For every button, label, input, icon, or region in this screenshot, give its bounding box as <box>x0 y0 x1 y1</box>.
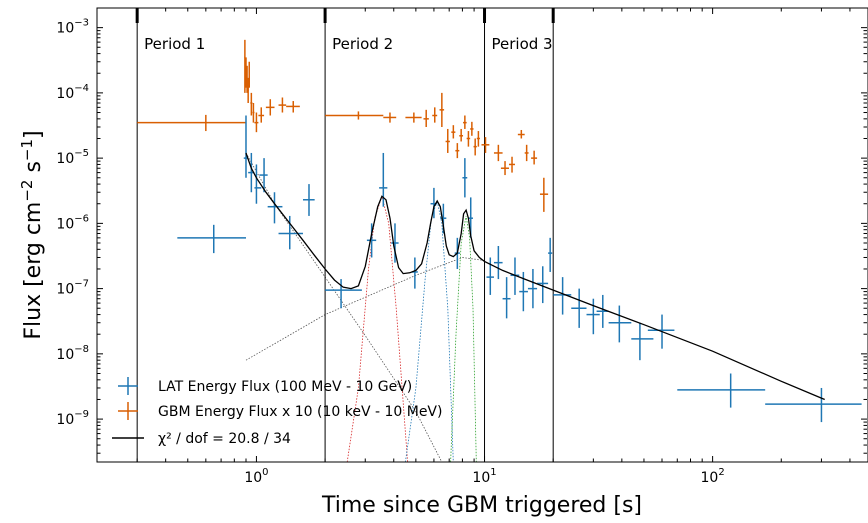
model-curve <box>245 152 825 401</box>
y-tick-label: 10−8 <box>56 344 89 363</box>
legend-label-gbm: GBM Energy Flux x 10 (10 keV - 10 MeV) <box>158 404 442 420</box>
lat-point-9 <box>325 279 362 309</box>
gbm-point-14 <box>325 111 384 120</box>
gbm-point-13 <box>286 101 300 113</box>
lat-point-34 <box>677 373 766 408</box>
lat-point-6 <box>267 192 283 224</box>
lat-point-7 <box>278 215 303 250</box>
gbm-point-36 <box>539 177 549 212</box>
gbm-point-31 <box>500 161 509 176</box>
gbm-point-10 <box>258 107 265 123</box>
gbm-point-26 <box>470 121 474 136</box>
lat-point-28 <box>571 288 587 328</box>
x-tick-label: 101 <box>472 467 496 486</box>
legend: LAT Energy Flux (100 MeV - 10 GeV) GBM E… <box>112 377 442 447</box>
axis-tick-labels: 100 101 102 10−3 10−4 10−5 10−6 10−7 10−8 10−9 <box>56 18 724 486</box>
y-tick-label: 10−4 <box>56 83 89 102</box>
gbm-point-8 <box>252 102 255 123</box>
period-label-1: Period 1 <box>144 35 205 53</box>
lat-point-30 <box>596 294 609 328</box>
gbm-point-24 <box>463 115 467 129</box>
lat-point-29 <box>586 298 600 335</box>
gbm-point-7 <box>250 92 253 116</box>
gbm-point-5 <box>247 77 249 103</box>
lat-point-20 <box>493 245 503 280</box>
axis-ticks <box>96 7 867 462</box>
model-components <box>245 152 485 463</box>
gbm-point-9 <box>254 112 259 133</box>
lat-point-13 <box>411 257 418 289</box>
lat-point-4 <box>254 164 262 204</box>
lat-point-32 <box>631 322 654 361</box>
lat-point-31 <box>608 305 632 343</box>
y-tick-label: 10−5 <box>56 148 89 167</box>
gbm-point-1 <box>137 114 246 132</box>
gbm-series <box>137 39 549 212</box>
period-labels: Period 1 Period 2 Period 3 <box>144 35 552 53</box>
lat-series <box>177 115 862 423</box>
gbm-point-16 <box>405 112 422 123</box>
gbm-point-34 <box>524 144 529 162</box>
y-axis-title: Flux [erg cm−2 s−1] <box>18 130 46 339</box>
gbm-point-15 <box>383 112 397 123</box>
lat-point-1 <box>177 224 246 254</box>
lat-point-5 <box>259 158 268 193</box>
gbm-point-33 <box>517 129 525 139</box>
model-component-pulse2 <box>405 199 454 463</box>
lat-point-8 <box>302 184 315 216</box>
gbm-point-27 <box>473 138 477 156</box>
lat-point-35 <box>765 387 862 423</box>
model-curve-line <box>245 152 825 401</box>
lat-point-17 <box>462 158 468 198</box>
gbm-point-35 <box>531 150 538 165</box>
lat-point-2 <box>243 115 249 178</box>
y-tick-label: 10−7 <box>56 279 89 298</box>
lat-point-24 <box>527 268 538 309</box>
gbm-point-25 <box>466 131 471 147</box>
x-axis-title: Time since GBM triggered [s] <box>321 493 642 518</box>
lat-point-10 <box>366 223 377 258</box>
legend-marker-lat <box>118 377 138 395</box>
lat-point-26 <box>548 237 553 272</box>
model-component-rise <box>245 257 485 361</box>
gbm-point-17 <box>423 109 429 127</box>
lat-point-12 <box>391 223 399 263</box>
lat-point-21 <box>502 277 511 319</box>
plot-frame <box>96 7 868 463</box>
gbm-point-18 <box>432 107 438 123</box>
period-label-3: Period 3 <box>492 35 553 53</box>
model-component-pulse1 <box>346 194 408 463</box>
gbm-point-21 <box>451 125 456 139</box>
lat-point-27 <box>553 277 572 315</box>
legend-marker-gbm <box>118 402 138 420</box>
y-tick-label: 10−9 <box>56 409 89 428</box>
gbm-point-23 <box>459 128 464 142</box>
legend-label-model: χ² / dof = 20.8 / 34 <box>158 431 291 447</box>
gbm-point-12 <box>278 97 287 113</box>
gbm-point-29 <box>481 137 490 153</box>
x-tick-label: 100 <box>244 467 268 486</box>
gbm-point-22 <box>455 143 460 159</box>
gbm-point-19 <box>439 92 445 127</box>
gbm-point-6 <box>248 61 250 88</box>
legend-label-lat: LAT Energy Flux (100 MeV - 10 GeV) <box>158 379 412 395</box>
gbm-point-32 <box>508 156 515 173</box>
gbm-point-30 <box>493 144 503 162</box>
gbm-point-28 <box>476 131 480 147</box>
x-tick-label: 102 <box>701 467 725 486</box>
y-tick-label: 10−6 <box>56 213 89 232</box>
model-component-pulse3 <box>450 215 477 463</box>
y-tick-label: 10−3 <box>56 18 89 37</box>
gbm-point-20 <box>445 128 450 153</box>
lat-point-25 <box>537 266 549 304</box>
model-component-decay <box>245 152 443 463</box>
gbm-point-11 <box>265 99 275 116</box>
period-label-2: Period 2 <box>332 35 393 53</box>
